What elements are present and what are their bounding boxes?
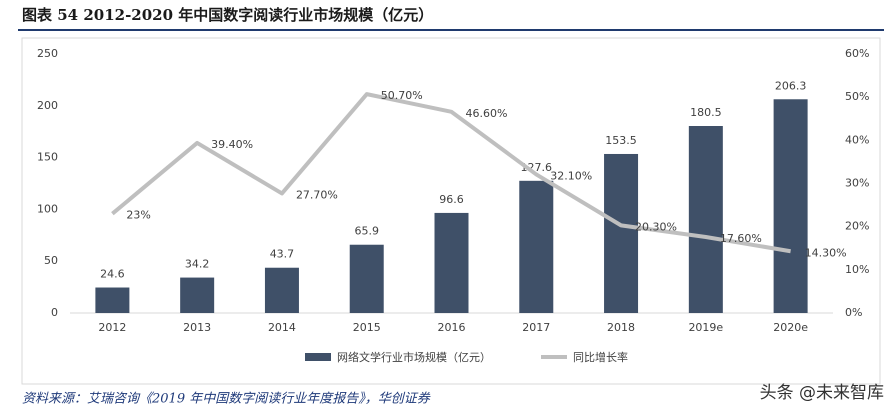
line-value-label: 50.70%	[381, 89, 423, 102]
legend-label: 网络文学行业市场规模（亿元）	[337, 350, 491, 364]
bar-value-label: 206.3	[775, 79, 807, 92]
y-tick-label: 0	[51, 306, 58, 319]
bar	[604, 153, 639, 313]
y2-tick-label: 10%	[845, 263, 869, 276]
bar-value-label: 96.6	[439, 193, 464, 206]
bar	[349, 244, 384, 313]
x-tick-label: 2016	[438, 321, 466, 334]
y2-tick-label: 30%	[845, 177, 869, 190]
x-tick-label: 2015	[353, 321, 381, 334]
x-tick-label: 2018	[607, 321, 635, 334]
x-tick-label: 2013	[183, 321, 211, 334]
y-tick-label: 250	[37, 47, 58, 60]
legend-label: 同比增长率	[573, 350, 628, 364]
line-value-label: 32.10%	[550, 169, 592, 182]
chart-title: 图表 54 2012-2020 年中国数字阅读行业市场规模（亿元）	[22, 6, 433, 24]
y2-tick-label: 0%	[845, 306, 862, 319]
line-value-label: 27.70%	[296, 188, 338, 201]
x-tick-label: 2019e	[688, 321, 723, 334]
y2-tick-label: 20%	[845, 220, 869, 233]
y2-tick-label: 40%	[845, 133, 869, 146]
bar	[180, 277, 215, 313]
x-tick-label: 2014	[268, 321, 296, 334]
bar	[264, 267, 299, 313]
bar	[688, 126, 723, 313]
bar-value-label: 24.6	[100, 268, 125, 281]
legend-swatch	[305, 353, 331, 361]
y-tick-label: 200	[37, 99, 58, 112]
y-tick-label: 50	[44, 254, 58, 267]
line-value-label: 39.40%	[211, 138, 253, 151]
line-value-label: 14.30%	[805, 246, 847, 259]
bar	[519, 180, 554, 313]
bar-value-label: 65.9	[354, 225, 379, 238]
line	[111, 92, 791, 254]
bar	[773, 99, 808, 314]
line-value-label: 23%	[126, 209, 150, 222]
x-tick-label: 2017	[522, 321, 550, 334]
line-value-label: 20.30%	[635, 220, 677, 233]
x-tick-label: 2012	[98, 321, 126, 334]
bar-value-label: 180.5	[690, 106, 722, 119]
x-tick-label: 2020e	[773, 321, 808, 334]
watermark: 头条 @未来智库	[760, 383, 884, 403]
bar-value-label: 153.5	[605, 134, 637, 147]
y-tick-label: 100	[37, 202, 58, 215]
chart-frame	[21, 37, 881, 385]
bar	[95, 287, 130, 313]
bar-value-label: 43.7	[270, 248, 295, 261]
bar-value-label: 34.2	[185, 258, 210, 271]
line-value-label: 17.60%	[720, 232, 762, 245]
y2-tick-label: 50%	[845, 90, 869, 103]
y2-tick-label: 60%	[845, 47, 869, 60]
line-value-label: 46.60%	[466, 107, 508, 120]
y-tick-label: 150	[37, 151, 58, 164]
source: 资料来源：艾瑞咨询《2019 年中国数字阅读行业年度报告》，华创证券	[22, 391, 431, 407]
bar	[434, 212, 469, 313]
